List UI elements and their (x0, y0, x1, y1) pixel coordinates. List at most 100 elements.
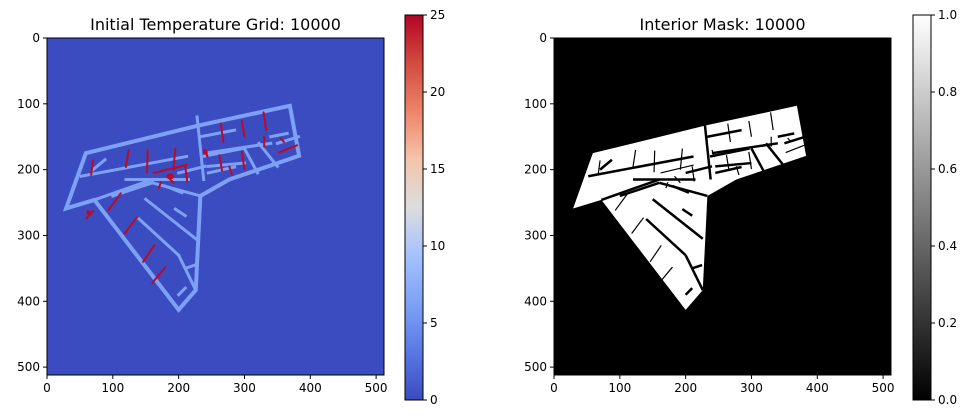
room-gap (684, 254, 704, 291)
colorbar-tick-label: 0.2 (938, 316, 957, 330)
room-gap (769, 112, 774, 131)
x-tick-label: 300 (233, 381, 256, 395)
room-gap (764, 142, 786, 168)
colorbar-tick-label: 25 (430, 8, 445, 22)
heater (107, 192, 122, 212)
floorplan-walls (62, 103, 302, 314)
heater (262, 111, 268, 132)
heater (151, 266, 167, 284)
room-gap (631, 217, 644, 234)
interior-wall (275, 134, 301, 146)
heater (142, 244, 156, 263)
room-gap (735, 166, 740, 176)
interior-wall (256, 141, 280, 169)
interior-wall (206, 161, 247, 168)
interior-wall (195, 115, 206, 182)
room-gap (711, 149, 716, 158)
interior-wall (90, 157, 108, 172)
colorbar-tick-label: 0 (430, 393, 438, 407)
room-gap (645, 218, 687, 257)
interior-wall (198, 128, 237, 139)
y-tick-label: 200 (524, 163, 547, 177)
interior-wall (173, 207, 188, 218)
room-gap (787, 137, 792, 143)
y-tick-label: 0 (539, 31, 547, 45)
interior-regions (573, 105, 807, 310)
colorbar-ticks: 0 5 10 15 20 25 (423, 8, 445, 407)
interior-wall (163, 184, 184, 195)
room-gap (709, 147, 750, 158)
room-gap (727, 123, 731, 143)
room-gap (783, 135, 806, 145)
room-gap (660, 164, 694, 174)
room-gap (777, 132, 795, 138)
room-gap (614, 192, 629, 211)
interior-wall (269, 131, 290, 139)
colorbar-tick-label: 0.8 (938, 85, 957, 99)
room-gap (632, 149, 637, 168)
room-gap (649, 244, 662, 263)
interior-wall (79, 154, 189, 178)
heater-marks (85, 111, 299, 284)
colorbar-tick-label: 15 (430, 162, 445, 176)
heater (123, 216, 138, 235)
heater (228, 165, 233, 176)
heater (157, 181, 162, 190)
room-gap (684, 287, 694, 296)
interior-wall (143, 197, 198, 241)
interior-wall (242, 146, 260, 175)
interior-wall (176, 285, 188, 297)
heater (279, 137, 285, 143)
heater (277, 144, 299, 154)
room-gap (702, 116, 712, 180)
y-tick-label: 300 (17, 228, 40, 242)
x-tick-label: 100 (101, 381, 124, 395)
heater (202, 149, 208, 155)
room-gap (679, 148, 683, 170)
colorbar (404, 14, 424, 401)
x-tick-label: 500 (872, 381, 895, 395)
interior-wall (92, 177, 155, 202)
room-gap (785, 144, 805, 154)
room-gap (599, 158, 613, 171)
room-gap (681, 208, 693, 217)
colorbar-tick-label: 5 (430, 316, 438, 330)
mask-heatmap (554, 38, 891, 375)
temperature-grid-panel: Initial Temperature Grid: 10000 0 100 200 3… (17, 8, 445, 407)
x-tick-label: 400 (299, 381, 322, 395)
heater (172, 147, 177, 171)
room-gap (748, 151, 753, 170)
heater (152, 164, 188, 174)
y-tick-label: 0 (32, 31, 40, 45)
y-tick-label: 200 (17, 163, 40, 177)
temperature-heatmap (47, 38, 384, 375)
heater (184, 165, 189, 183)
room-gap (619, 181, 660, 198)
plot-frame (553, 37, 892, 376)
colorbar-tick-label: 10 (430, 239, 445, 253)
room-gap (691, 263, 703, 270)
room-gap (707, 128, 742, 138)
heater (85, 210, 95, 220)
x-tick-label: 500 (365, 381, 388, 395)
interior-wall (137, 216, 181, 258)
room-gap (715, 161, 752, 168)
interior-wall (183, 263, 197, 271)
room-gap (750, 147, 766, 174)
y-tick-label: 100 (17, 97, 40, 111)
heater (124, 148, 130, 169)
room-gap (691, 166, 695, 182)
heater (167, 173, 174, 179)
colorbar-tick-label: 20 (430, 85, 445, 99)
heater (86, 210, 91, 215)
interior-mask-panel: Interior Mask: 10000 0 100 200 300 400 500010… (524, 8, 957, 407)
room-gap (651, 198, 704, 240)
x-tick-label: 0 (43, 381, 51, 395)
heater (146, 149, 149, 174)
room-gap (685, 165, 713, 175)
colorbar-tick-label: 0.0 (938, 393, 957, 407)
room-gap (665, 181, 669, 189)
room-gap (748, 120, 753, 137)
